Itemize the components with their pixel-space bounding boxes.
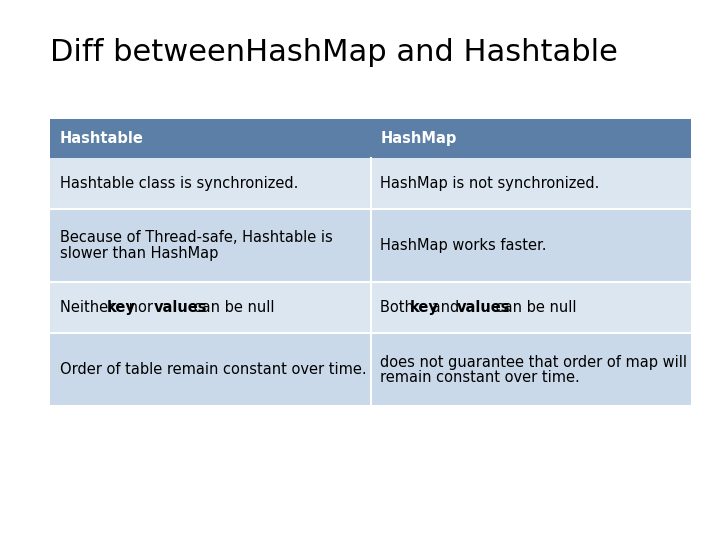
Text: Order of table remain constant over time.: Order of table remain constant over time…	[60, 362, 366, 377]
Text: HashMap: HashMap	[380, 131, 456, 146]
Text: Because of Thread-safe, Hashtable is: Because of Thread-safe, Hashtable is	[60, 231, 333, 245]
Text: does not guarantee that order of map will: does not guarantee that order of map wil…	[380, 355, 687, 369]
Text: Neither: Neither	[60, 300, 119, 315]
Text: slower than HashMap: slower than HashMap	[60, 246, 218, 260]
Text: values: values	[153, 300, 207, 315]
Text: can be null: can be null	[492, 300, 577, 315]
Text: key: key	[107, 300, 135, 315]
Text: Diff betweenHashMap and Hashtable: Diff betweenHashMap and Hashtable	[50, 38, 618, 67]
Text: HashMap is not synchronized.: HashMap is not synchronized.	[380, 176, 600, 191]
Text: remain constant over time.: remain constant over time.	[380, 370, 580, 384]
Text: can be null: can be null	[189, 300, 274, 315]
Text: HashMap works faster.: HashMap works faster.	[380, 238, 546, 253]
Text: key: key	[410, 300, 438, 315]
Text: Hashtable: Hashtable	[60, 131, 143, 146]
Text: Hashtable class is synchronized.: Hashtable class is synchronized.	[60, 176, 298, 191]
Text: and: and	[427, 300, 464, 315]
Text: nor: nor	[125, 300, 158, 315]
Text: values: values	[456, 300, 510, 315]
Text: Both: Both	[380, 300, 418, 315]
